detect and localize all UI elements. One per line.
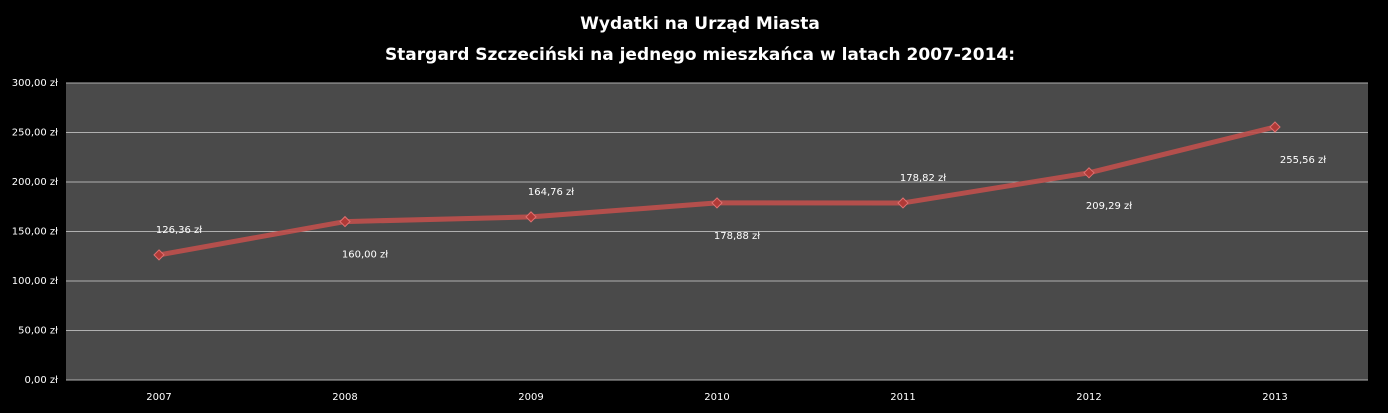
value-label: 164,76 zł [528,187,574,198]
marker [711,197,723,209]
chart-title: Wydatki na Urząd Miasta [580,14,820,34]
y-tick-label: 150,00 zł [12,227,58,238]
x-tick-label: 2007 [146,392,171,403]
marker [1269,121,1281,133]
y-tick-label: 50,00 zł [18,326,58,337]
value-label: 160,00 zł [342,250,388,261]
value-label: 209,29 zł [1086,201,1132,212]
chart-title: Stargard Szczeciński na jednego mieszkań… [385,45,1015,65]
value-label: 178,82 zł [900,173,946,184]
marker [1083,167,1095,179]
value-label: 126,36 zł [156,225,202,236]
x-tick-label: 2010 [704,392,729,403]
x-tick-label: 2008 [332,392,357,403]
y-tick-label: 0,00 zł [24,375,58,386]
y-tick-label: 200,00 zł [12,177,58,188]
value-label: 255,56 zł [1280,155,1326,166]
marker [897,197,909,209]
y-tick-label: 100,00 zł [12,276,58,287]
y-tick-label: 300,00 zł [12,78,58,89]
y-tick-label: 250,00 zł [12,128,58,139]
x-tick-label: 2012 [1076,392,1101,403]
marker [153,249,165,261]
x-tick-label: 2011 [890,392,915,403]
x-tick-label: 2009 [518,392,543,403]
marker [339,215,351,228]
marker [525,211,537,223]
value-label: 178,88 zł [714,231,760,242]
x-tick-label: 2013 [1262,392,1287,403]
